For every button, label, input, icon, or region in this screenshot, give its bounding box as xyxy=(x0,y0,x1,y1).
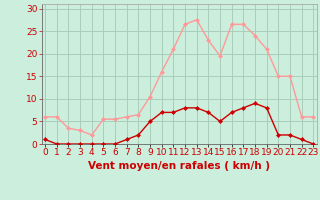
X-axis label: Vent moyen/en rafales ( km/h ): Vent moyen/en rafales ( km/h ) xyxy=(88,161,270,171)
